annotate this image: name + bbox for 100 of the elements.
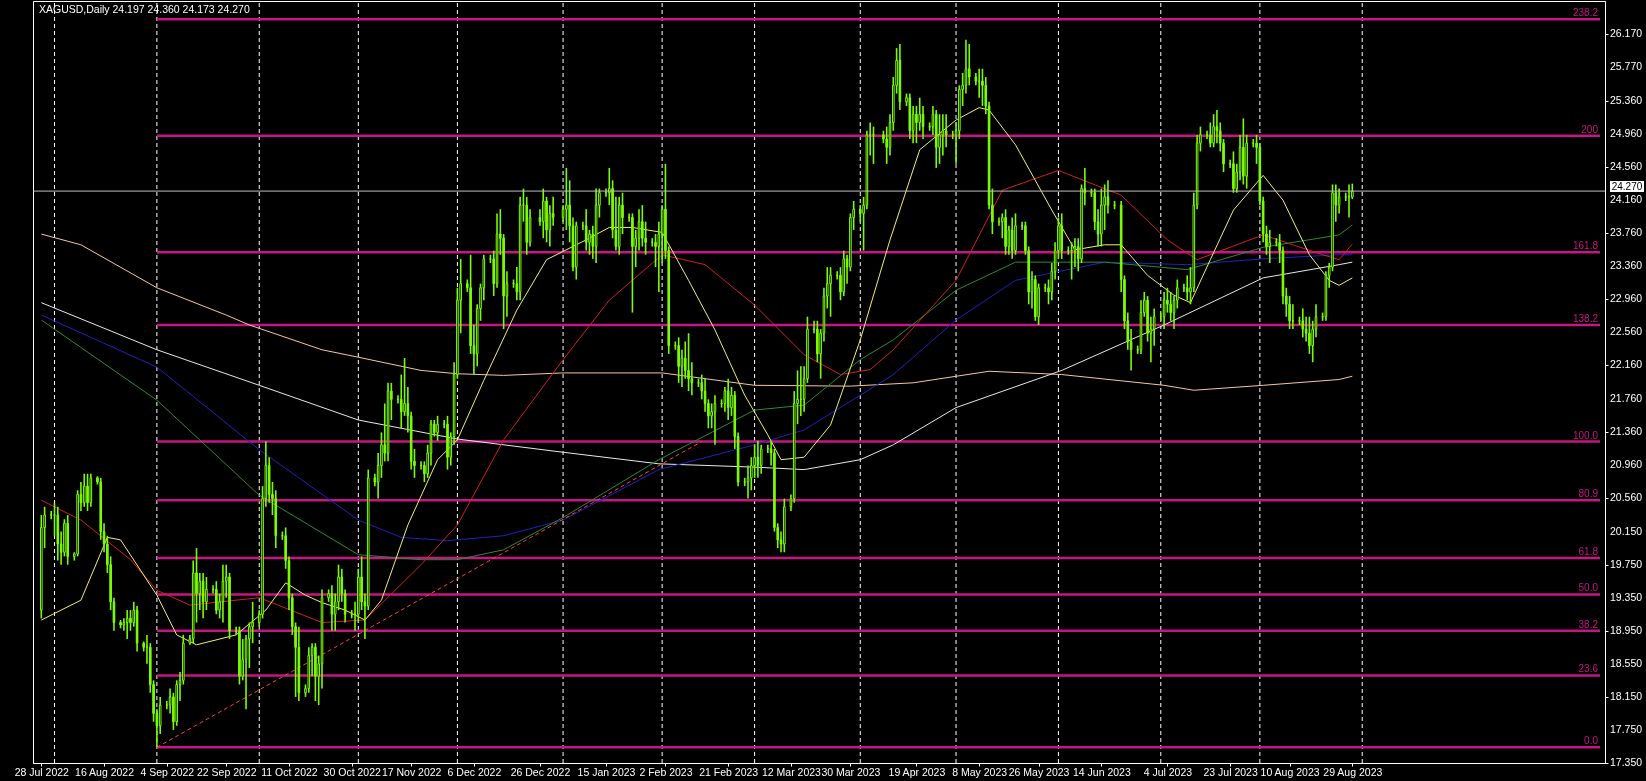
x-tick-label: 10 Aug 2023 [1260, 765, 1320, 778]
line-series [40, 233, 1353, 391]
candlestick [1308, 315, 1311, 355]
line-series [40, 169, 1353, 623]
y-tick-label: 25.770 [1610, 60, 1643, 73]
candlestick [687, 332, 690, 392]
candlestick [238, 625, 241, 686]
y-tick-label: 18.950 [1610, 623, 1643, 636]
candlestick [129, 609, 132, 632]
y-tick-label: 22.960 [1610, 292, 1643, 305]
candlestick [915, 105, 918, 144]
x-tick-label: 8 May 2023 [952, 765, 1008, 778]
candlestick [1034, 274, 1037, 322]
candlestick [584, 208, 588, 252]
candlestick [1037, 282, 1040, 326]
candlestick [631, 212, 634, 314]
candlestick [726, 377, 730, 421]
candlestick [330, 584, 334, 632]
series-label: 23.6 [1578, 663, 1599, 675]
candlestick [86, 472, 89, 512]
candlestick [938, 113, 941, 165]
y-tick-label: 24.560 [1610, 160, 1643, 173]
x-tick-label: 4 Jul 2023 [1143, 765, 1193, 778]
candlestick [1100, 187, 1103, 248]
chart-title: XAGUSD,Daily 24.197 24.360 24.173 24.270 [39, 3, 250, 15]
x-tick-label: 26 Dec 2022 [510, 765, 571, 778]
x-tick-label: 23 Jul 2023 [1203, 765, 1258, 778]
candlestick [565, 167, 568, 231]
y-tick-label: 21.360 [1610, 424, 1643, 437]
y-tick-label: 26.170 [1610, 27, 1643, 40]
x-tick-label: 12 Mar 2023 [761, 765, 822, 778]
x-tick-label: 6 Dec 2022 [447, 765, 502, 778]
candlestick [677, 336, 680, 384]
candlestick [1232, 150, 1235, 194]
x-tick-label: 14 Jun 2023 [1072, 765, 1131, 778]
candlestick [1014, 212, 1017, 256]
candlestick [314, 642, 317, 702]
candlestick [82, 472, 86, 508]
candlestick [1004, 208, 1007, 256]
y-tick-label: 24.160 [1610, 193, 1643, 206]
candlestick [403, 357, 406, 417]
candlestick [885, 125, 888, 165]
candlestick [654, 233, 657, 268]
candlestick [1060, 212, 1064, 260]
y-tick-label: 17.350 [1610, 756, 1643, 768]
y-tick-label: 19.350 [1610, 590, 1643, 603]
x-tick-label: 22 Sep 2022 [196, 765, 257, 778]
x-tick-label: 17 Nov 2022 [381, 765, 442, 778]
candlestick [125, 609, 129, 640]
y-tick-label: 20.560 [1610, 490, 1643, 503]
candlestick [759, 444, 763, 475]
x-tick-label: 11 Oct 2022 [261, 765, 318, 778]
y-tick-label: 20.150 [1610, 524, 1643, 537]
series-label: 138.2 [1572, 312, 1599, 324]
candlestick [49, 510, 53, 520]
candlestick [1209, 121, 1212, 149]
series-label: 200 [1581, 123, 1599, 135]
x-tick-label: 30 Oct 2022 [323, 765, 381, 778]
x-tick-label: 2 Feb 2023 [639, 765, 693, 778]
candlestick [1347, 183, 1351, 219]
y-tick-label: 22.560 [1610, 325, 1643, 338]
candlestick [446, 415, 449, 471]
candlestick [215, 580, 218, 616]
candlestick [1205, 129, 1209, 140]
candlestick [588, 229, 591, 256]
x-tick-label: 30 Mar 2023 [821, 765, 881, 778]
candlestick [201, 572, 205, 620]
candlestick [1162, 291, 1166, 330]
y-tick-label: 18.150 [1610, 689, 1643, 702]
y-tick-label: 24.960 [1610, 127, 1643, 140]
series-label: 50.0 [1578, 582, 1599, 594]
candlestick [205, 576, 208, 611]
series-label: 80.9 [1578, 488, 1599, 500]
x-tick-label: 4 Sep 2022 [140, 765, 195, 778]
candlestick [436, 415, 439, 442]
candlestick [829, 266, 832, 318]
series-label: 61.8 [1578, 546, 1599, 558]
x-tick-label: 16 Aug 2022 [75, 765, 135, 778]
x-tick-label: 29 Aug 2023 [1323, 765, 1383, 778]
series-label: 38.2 [1578, 618, 1599, 630]
y-tick-label: 25.360 [1610, 94, 1643, 106]
series-label: 0.0 [1584, 735, 1599, 747]
candlestick [119, 619, 122, 630]
y-tick-label: 19.750 [1610, 557, 1643, 570]
series-label: 161.8 [1572, 240, 1599, 252]
candlestick [1010, 216, 1014, 260]
y-tick-label: 21.760 [1610, 391, 1643, 404]
x-tick-label: 19 Apr 2023 [888, 765, 946, 778]
series-label: 238.2 [1572, 7, 1599, 19]
candlestick [221, 563, 225, 624]
y-tick-label: 22.160 [1610, 358, 1643, 371]
candlestick [574, 220, 578, 281]
candlestick [756, 439, 760, 479]
candlestick [1169, 291, 1172, 322]
candlestick [66, 514, 70, 566]
candlestick [1185, 274, 1189, 301]
y-tick-label: 17.750 [1610, 722, 1643, 735]
candlestick [858, 204, 862, 223]
x-tick-label: 15 Jan 2023 [577, 765, 636, 778]
candlestick [1242, 117, 1245, 186]
